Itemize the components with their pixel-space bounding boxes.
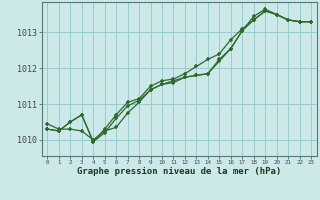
X-axis label: Graphe pression niveau de la mer (hPa): Graphe pression niveau de la mer (hPa) (77, 167, 281, 176)
